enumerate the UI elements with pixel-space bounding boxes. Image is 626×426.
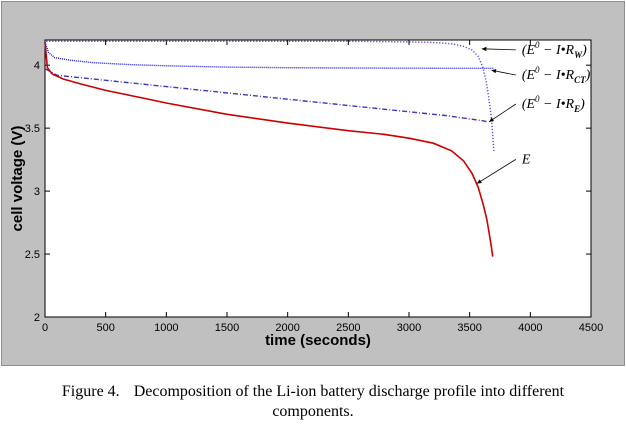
ann-rw-label: (E0 − I•RW) xyxy=(522,40,587,60)
annotation-arrow xyxy=(476,159,517,184)
x-tick-label: 4000 xyxy=(518,322,542,334)
annotation-text-main: (E xyxy=(522,43,536,58)
series-line-0 xyxy=(46,40,495,151)
annotation-text-tail: ) xyxy=(585,68,591,83)
annotation-arrow xyxy=(481,48,516,51)
x-tick-label: 1000 xyxy=(154,322,178,334)
y-tick-label: 2 xyxy=(34,312,40,324)
series-line-3 xyxy=(44,42,494,257)
caption-label: Figure 4. xyxy=(61,383,120,400)
annotation-subscript: E xyxy=(573,104,580,114)
annotation-text-main: E xyxy=(521,152,531,167)
x-tick-label: 3500 xyxy=(457,322,481,334)
plot-area xyxy=(44,39,592,318)
ann-rct-label: (E0 − I•RCT) xyxy=(522,65,591,85)
annotation-superscript: 0 xyxy=(535,65,540,75)
caption-line-2: components. xyxy=(272,403,354,420)
x-axis-label: time (seconds) xyxy=(265,332,371,349)
x-tick-label: 0 xyxy=(42,322,48,334)
y-axis-label: cell voltage (V) xyxy=(9,126,26,232)
x-tick-label: 4500 xyxy=(579,322,603,334)
annotation-arrowhead xyxy=(491,68,497,74)
series-line-1 xyxy=(44,42,494,69)
figure-caption: Figure 4. Decomposition of the Li-ion bat… xyxy=(0,382,626,422)
series-line-2 xyxy=(45,68,489,123)
annotation-subscript: CT xyxy=(574,75,586,85)
ann-e-label: E xyxy=(521,152,531,167)
y-tick-label: 3 xyxy=(34,186,40,198)
caption-text-1: Decomposition of the Li-ion battery disc… xyxy=(133,383,565,400)
annotation-text-mid: − I•R xyxy=(540,97,575,112)
annotation-text-main: (E xyxy=(522,97,536,112)
discharge-chart: 0 500 1000 1500 2000 2500 3000 3500 4000 450022.5… xyxy=(9,39,603,349)
y-tick-label: 3.5 xyxy=(25,123,40,135)
annotation-superscript: 0 xyxy=(535,40,540,50)
annotation-text-tail: ) xyxy=(581,43,587,58)
annotation-text-mid: − I•R xyxy=(540,43,575,58)
x-tick-label: 2500 xyxy=(336,322,360,334)
annotation-text-tail: ) xyxy=(579,97,585,112)
annotation-arrowhead xyxy=(481,46,487,52)
annotation-arrowhead xyxy=(489,117,495,122)
x-tick-label: 3000 xyxy=(397,322,421,334)
caption-line-1: Figure 4. Decomposition of the Li-ion bat… xyxy=(0,382,626,402)
y-tick-label: 2.5 xyxy=(25,249,40,261)
annotation-subscript: W xyxy=(574,50,583,60)
annotation-text-mid: − I•R xyxy=(540,68,575,83)
ann-re-label: (E0 − I•RE) xyxy=(522,94,585,114)
x-tick-label: 500 xyxy=(96,322,114,334)
annotation-arrow xyxy=(488,103,517,123)
x-tick-label: 2000 xyxy=(275,322,299,334)
annotation-superscript: 0 xyxy=(535,94,540,104)
annotation-text-main: (E xyxy=(522,68,536,83)
annotation-arrowhead xyxy=(476,179,482,184)
x-tick-label: 1500 xyxy=(215,322,239,334)
y-tick-label: 4 xyxy=(34,60,40,72)
